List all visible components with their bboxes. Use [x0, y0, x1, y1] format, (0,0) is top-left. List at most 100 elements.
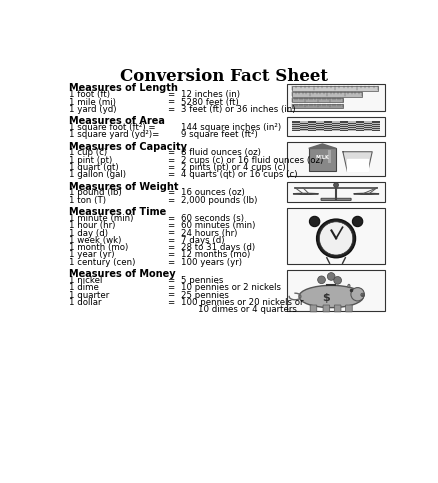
Text: 1 quart (qt): 1 quart (qt) — [69, 163, 118, 172]
Text: 8 fluid ounces (oz): 8 fluid ounces (oz) — [181, 148, 261, 157]
FancyBboxPatch shape — [300, 126, 308, 127]
Text: 60 minutes (min): 60 minutes (min) — [181, 221, 255, 230]
Text: Measures of Money: Measures of Money — [69, 269, 175, 279]
Text: 9 square feet (ft²): 9 square feet (ft²) — [181, 130, 258, 139]
Text: 2 cups (c) or 16 fluid ounces (oz): 2 cups (c) or 16 fluid ounces (oz) — [181, 156, 323, 165]
FancyBboxPatch shape — [292, 130, 300, 131]
FancyBboxPatch shape — [340, 123, 348, 124]
Text: 1 hour (hr): 1 hour (hr) — [69, 221, 115, 230]
Text: 1 yard (yd): 1 yard (yd) — [69, 105, 116, 114]
FancyBboxPatch shape — [332, 126, 340, 127]
FancyBboxPatch shape — [287, 270, 385, 311]
FancyBboxPatch shape — [356, 122, 364, 123]
Circle shape — [318, 276, 325, 284]
FancyBboxPatch shape — [316, 130, 324, 131]
Circle shape — [334, 183, 339, 187]
Text: 1 gallon (gal): 1 gallon (gal) — [69, 170, 126, 179]
FancyBboxPatch shape — [364, 127, 372, 128]
FancyBboxPatch shape — [364, 124, 372, 125]
FancyBboxPatch shape — [292, 104, 343, 108]
Text: Measures of Capacity: Measures of Capacity — [69, 142, 187, 152]
Text: =: = — [167, 98, 175, 107]
FancyBboxPatch shape — [348, 127, 356, 128]
Text: =: = — [167, 188, 175, 198]
Text: =: = — [167, 156, 175, 165]
Polygon shape — [309, 144, 336, 148]
Text: =: = — [167, 221, 175, 230]
FancyBboxPatch shape — [332, 125, 340, 126]
FancyBboxPatch shape — [292, 125, 300, 126]
FancyBboxPatch shape — [372, 130, 380, 131]
FancyBboxPatch shape — [364, 130, 372, 131]
FancyBboxPatch shape — [340, 124, 348, 125]
Circle shape — [334, 276, 342, 284]
Text: 1 quarter: 1 quarter — [69, 290, 109, 299]
Text: =: = — [167, 243, 175, 252]
Text: 1 minute (min): 1 minute (min) — [69, 214, 133, 223]
FancyBboxPatch shape — [364, 126, 372, 127]
Ellipse shape — [348, 284, 350, 287]
FancyBboxPatch shape — [332, 124, 340, 125]
Text: 1 dime: 1 dime — [69, 283, 99, 292]
FancyBboxPatch shape — [324, 130, 332, 131]
FancyBboxPatch shape — [348, 124, 356, 125]
Text: 10 dimes or 4 quarters: 10 dimes or 4 quarters — [187, 305, 297, 314]
Text: 12 inches (in): 12 inches (in) — [181, 90, 240, 99]
FancyBboxPatch shape — [348, 130, 356, 131]
Text: 25 pennies: 25 pennies — [181, 290, 229, 299]
FancyBboxPatch shape — [292, 124, 300, 125]
FancyBboxPatch shape — [308, 123, 316, 124]
FancyBboxPatch shape — [356, 126, 364, 127]
Ellipse shape — [361, 293, 364, 297]
Circle shape — [327, 272, 335, 280]
Text: 1 week (wk): 1 week (wk) — [69, 236, 121, 245]
Text: 5 pennies: 5 pennies — [181, 276, 223, 285]
Text: 1 year (yr): 1 year (yr) — [69, 251, 114, 259]
FancyBboxPatch shape — [300, 124, 308, 125]
Ellipse shape — [293, 193, 318, 195]
FancyBboxPatch shape — [287, 182, 385, 201]
FancyBboxPatch shape — [323, 305, 330, 312]
Text: Measures of Area: Measures of Area — [69, 116, 165, 126]
FancyBboxPatch shape — [324, 129, 332, 130]
Text: 7 days (d): 7 days (d) — [181, 236, 225, 245]
FancyBboxPatch shape — [300, 130, 308, 131]
FancyBboxPatch shape — [287, 117, 385, 136]
Text: =: = — [167, 214, 175, 223]
FancyBboxPatch shape — [348, 123, 356, 124]
FancyBboxPatch shape — [332, 130, 340, 131]
FancyBboxPatch shape — [316, 125, 324, 126]
FancyBboxPatch shape — [364, 128, 372, 129]
FancyBboxPatch shape — [346, 305, 352, 312]
FancyBboxPatch shape — [332, 122, 340, 123]
Circle shape — [317, 219, 356, 258]
FancyBboxPatch shape — [300, 127, 308, 128]
Text: =: = — [167, 90, 175, 99]
Text: =: = — [167, 170, 175, 179]
FancyBboxPatch shape — [340, 130, 348, 131]
Text: =: = — [167, 105, 175, 114]
Text: 1 century (cen): 1 century (cen) — [69, 258, 135, 267]
FancyBboxPatch shape — [308, 129, 316, 130]
FancyBboxPatch shape — [321, 199, 351, 200]
FancyBboxPatch shape — [372, 122, 380, 123]
Text: 2,000 pounds (lb): 2,000 pounds (lb) — [181, 196, 258, 205]
Text: 1 square foot (ft²) =: 1 square foot (ft²) = — [69, 123, 155, 132]
FancyBboxPatch shape — [364, 125, 372, 126]
FancyBboxPatch shape — [292, 86, 378, 91]
Text: 16 ounces (oz): 16 ounces (oz) — [181, 188, 245, 198]
Text: =: = — [167, 251, 175, 259]
FancyBboxPatch shape — [372, 129, 380, 130]
FancyBboxPatch shape — [308, 124, 316, 125]
Text: 3 feet (ft) or 36 inches (in): 3 feet (ft) or 36 inches (in) — [181, 105, 296, 114]
FancyBboxPatch shape — [324, 122, 332, 123]
Circle shape — [319, 222, 353, 255]
FancyBboxPatch shape — [332, 129, 340, 130]
FancyBboxPatch shape — [300, 128, 308, 129]
Text: 28 to 31 days (d): 28 to 31 days (d) — [181, 243, 255, 252]
Text: 1 pound (lb): 1 pound (lb) — [69, 188, 121, 198]
FancyBboxPatch shape — [308, 128, 316, 129]
FancyBboxPatch shape — [292, 98, 343, 102]
Text: =: = — [167, 196, 175, 205]
Text: Conversion Fact Sheet: Conversion Fact Sheet — [120, 68, 328, 85]
